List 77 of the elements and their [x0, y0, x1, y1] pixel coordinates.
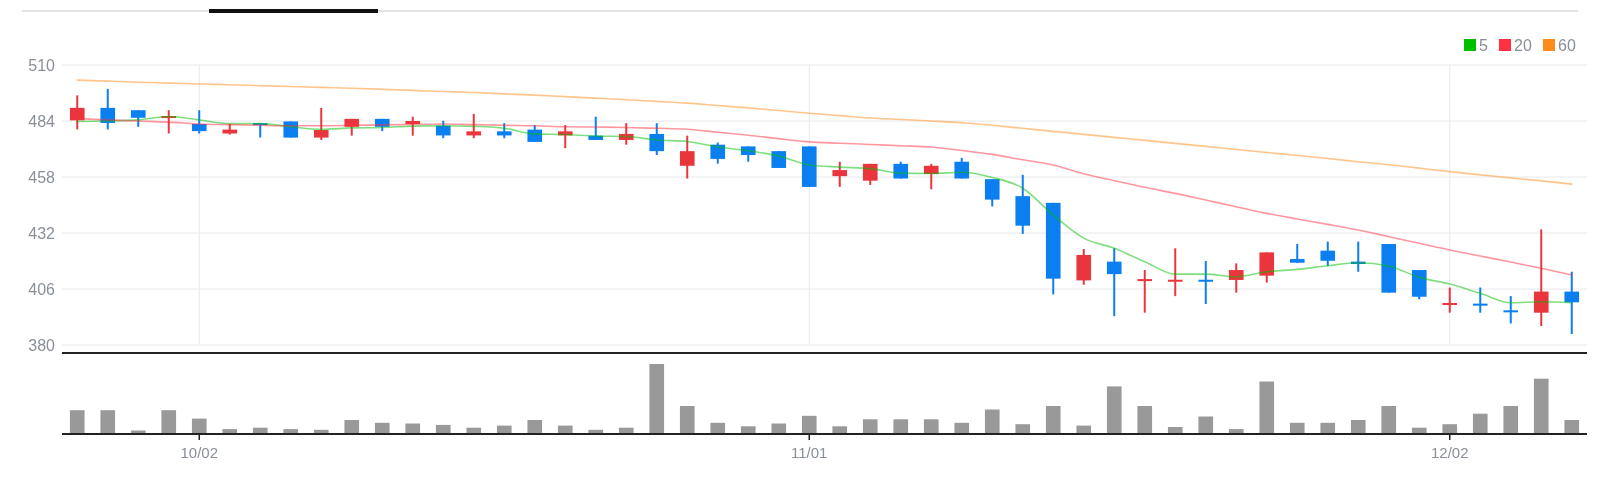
bar	[1106, 386, 1122, 434]
candlestick	[1564, 270, 1580, 336]
candlestick	[69, 94, 85, 131]
bar	[1503, 406, 1519, 434]
bar	[191, 418, 207, 434]
x-tick-label: 12/02	[1430, 444, 1469, 461]
legend-label: 60	[1558, 36, 1576, 54]
legend-label: 20	[1514, 36, 1532, 54]
candlestick	[161, 109, 177, 135]
bar	[527, 420, 543, 434]
bar	[1137, 406, 1153, 434]
y-tick-label: 380	[28, 336, 56, 354]
candlestick	[1320, 240, 1336, 267]
bar	[344, 420, 360, 434]
candlestick	[1289, 242, 1305, 264]
bar	[1533, 378, 1549, 434]
candlestick	[1503, 295, 1519, 325]
bar	[1442, 424, 1458, 434]
candlestick	[1137, 269, 1153, 314]
candlestick	[1442, 286, 1458, 314]
candlestick	[710, 141, 726, 165]
candlestick	[832, 160, 848, 188]
candlestick	[588, 115, 604, 141]
bar	[1289, 422, 1305, 434]
legend-label: 5	[1479, 36, 1488, 54]
bar	[1472, 413, 1488, 434]
bar	[1564, 420, 1580, 434]
candlestick	[191, 109, 207, 135]
bar	[801, 415, 817, 434]
candlestick	[1167, 247, 1183, 298]
bar	[161, 410, 177, 434]
candlestick	[923, 162, 939, 191]
bar	[862, 419, 878, 434]
bar	[679, 406, 695, 434]
y-tick-label: 484	[28, 112, 56, 130]
bar	[923, 419, 939, 434]
bar	[1198, 416, 1214, 434]
x-tick-label: 11/01	[791, 444, 828, 461]
bar	[984, 409, 1000, 434]
candlestick	[1228, 262, 1244, 294]
y-tick-label: 432	[28, 224, 56, 242]
bar	[1320, 422, 1336, 434]
bar	[69, 410, 85, 434]
y-tick-label: 458	[28, 168, 56, 186]
candlestick	[1259, 251, 1275, 284]
candlestick	[1533, 228, 1549, 328]
candlestick	[1106, 247, 1122, 318]
y-tick-label: 510	[28, 56, 56, 74]
x-tick-label: 10/02	[180, 444, 219, 461]
bar	[1045, 406, 1061, 434]
bar	[1350, 420, 1366, 434]
bar	[100, 410, 116, 434]
bar	[1381, 406, 1397, 434]
bar	[740, 426, 756, 434]
candlestick	[405, 115, 421, 137]
bar	[374, 422, 390, 434]
candlestick	[984, 178, 1000, 208]
candlestick	[466, 112, 482, 140]
bar	[649, 364, 665, 434]
bar	[1015, 424, 1031, 434]
candlestick	[252, 122, 268, 139]
candlestick	[618, 122, 634, 146]
bar	[1259, 381, 1275, 434]
candlestick	[100, 87, 116, 131]
candlestick	[679, 134, 695, 180]
candlestick	[1472, 286, 1488, 314]
bar	[435, 424, 451, 434]
bar	[832, 426, 848, 434]
candlestick	[954, 156, 970, 180]
bar	[893, 419, 909, 434]
candlestick	[1198, 260, 1214, 306]
candlestick	[557, 124, 573, 150]
bar	[710, 422, 726, 434]
bar	[954, 422, 970, 434]
candlestick	[313, 106, 329, 141]
candlestick	[649, 122, 665, 157]
y-tick-label: 406	[28, 280, 56, 298]
